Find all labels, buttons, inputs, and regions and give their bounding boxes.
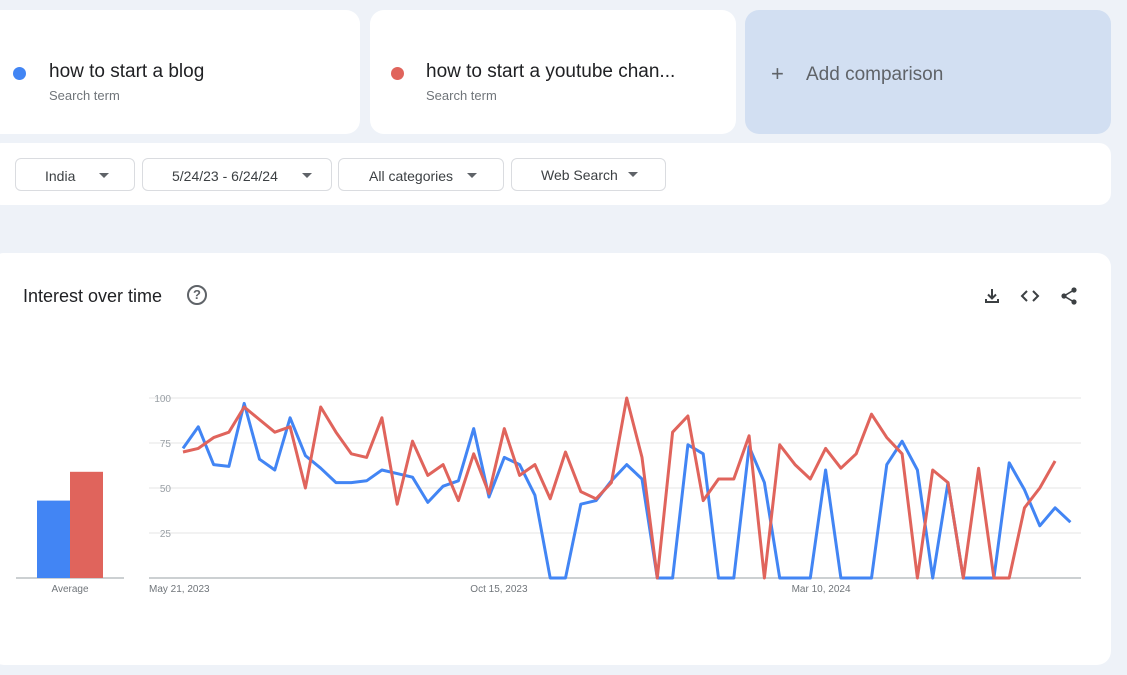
chevron-down-icon xyxy=(99,173,109,178)
average-bar xyxy=(70,471,103,578)
chevron-down-icon xyxy=(467,173,477,178)
chart-title: Interest over time xyxy=(23,286,163,306)
chevron-down-icon xyxy=(628,172,638,177)
search-term-subtitle: Search term xyxy=(426,88,497,103)
region-filter-dropdown[interactable]: India xyxy=(15,158,135,191)
series-line xyxy=(181,401,1072,580)
chevron-down-icon xyxy=(302,173,312,178)
interest-over-time-card: Interest over time ? Average 25 50 75 100 Ma… xyxy=(0,253,1111,665)
search-term-title: how to start a youtube chan... xyxy=(426,61,676,82)
search-type-filter-label: Web Search xyxy=(541,167,618,183)
region-filter-label: India xyxy=(45,168,76,184)
x-tick-label: Mar 10, 2024 xyxy=(792,584,851,595)
search-term-card-2[interactable]: how to start a youtube chan... Search te… xyxy=(370,10,736,134)
category-filter-dropdown[interactable]: All categories xyxy=(338,158,504,191)
date-range-filter-label: 5/24/23 - 6/24/24 xyxy=(172,168,278,184)
search-term-card-1[interactable]: how to start a blog Search term xyxy=(0,10,360,134)
add-comparison-button[interactable]: + Add comparison xyxy=(745,10,1111,134)
average-label: Average xyxy=(51,584,89,595)
chart-area: Average 25 50 75 100 May 21, 2023 Oct 15, 202… xyxy=(16,394,1081,595)
y-tick-label: 75 xyxy=(160,439,172,450)
y-tick-label: 100 xyxy=(154,394,171,405)
download-icon[interactable] xyxy=(981,285,1003,307)
add-comparison-label: Add comparison xyxy=(806,64,944,85)
date-range-filter-dropdown[interactable]: 5/24/23 - 6/24/24 xyxy=(142,158,332,191)
plus-icon: + xyxy=(771,61,784,86)
series-color-dot xyxy=(391,67,404,80)
search-type-filter-dropdown[interactable]: Web Search xyxy=(511,158,666,191)
series-line xyxy=(182,396,1057,580)
category-filter-label: All categories xyxy=(369,168,454,184)
y-tick-label: 25 xyxy=(160,529,172,540)
embed-icon[interactable] xyxy=(1019,285,1041,307)
series-color-dot xyxy=(13,67,26,80)
x-tick-label: Oct 15, 2023 xyxy=(470,584,528,595)
y-tick-label: 50 xyxy=(160,484,172,495)
x-tick-label: May 21, 2023 xyxy=(149,584,210,595)
help-icon[interactable]: ? xyxy=(187,285,207,305)
average-bar xyxy=(37,500,70,578)
filter-bar: India 5/24/23 - 6/24/24 All categories W… xyxy=(0,143,1111,205)
search-term-title: how to start a blog xyxy=(49,61,205,82)
share-icon[interactable] xyxy=(1058,285,1080,307)
search-term-subtitle: Search term xyxy=(49,88,120,103)
